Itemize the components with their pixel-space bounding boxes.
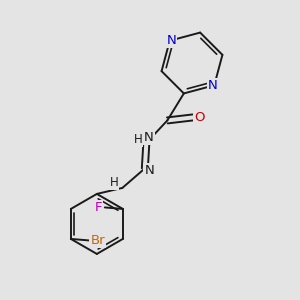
Text: N: N xyxy=(144,131,154,144)
Text: H: H xyxy=(110,176,118,189)
Text: F: F xyxy=(94,201,102,214)
Text: O: O xyxy=(194,111,205,124)
Text: N: N xyxy=(145,164,154,177)
Text: N: N xyxy=(208,79,218,92)
Text: N: N xyxy=(167,34,176,47)
Text: H: H xyxy=(134,133,142,146)
Text: Br: Br xyxy=(91,234,105,247)
